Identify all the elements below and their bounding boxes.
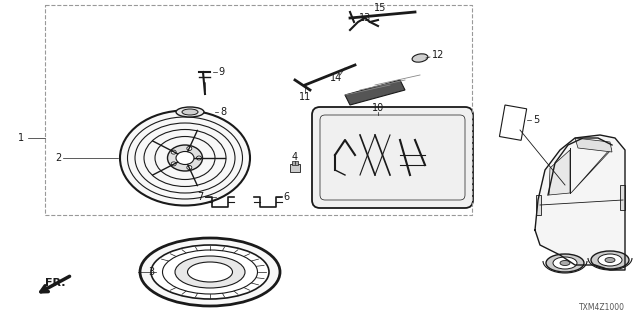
Ellipse shape: [171, 150, 176, 154]
Text: 3: 3: [148, 267, 154, 277]
FancyBboxPatch shape: [312, 107, 473, 208]
Ellipse shape: [196, 156, 202, 160]
Ellipse shape: [560, 260, 570, 266]
Text: 6: 6: [283, 192, 289, 202]
Ellipse shape: [168, 145, 202, 171]
Ellipse shape: [187, 165, 192, 170]
Text: 7: 7: [197, 192, 204, 202]
Text: 2: 2: [55, 153, 61, 163]
Text: FR.: FR.: [45, 278, 65, 288]
Text: 4: 4: [292, 152, 298, 162]
Polygon shape: [571, 148, 611, 193]
Text: 10: 10: [372, 103, 384, 113]
Ellipse shape: [412, 54, 428, 62]
Polygon shape: [549, 150, 570, 195]
Bar: [620, 185, 625, 210]
Bar: [292, 161, 298, 165]
Text: TXM4Z1000: TXM4Z1000: [579, 303, 625, 312]
Text: 1: 1: [18, 133, 24, 143]
Ellipse shape: [120, 110, 250, 205]
Ellipse shape: [591, 251, 629, 269]
Text: 12: 12: [432, 50, 444, 60]
Bar: [536, 195, 541, 215]
Ellipse shape: [176, 151, 194, 164]
Ellipse shape: [188, 262, 232, 282]
Text: 9: 9: [218, 67, 224, 77]
Ellipse shape: [163, 250, 257, 294]
Polygon shape: [345, 80, 405, 105]
Text: 11: 11: [299, 92, 311, 102]
Text: 8: 8: [220, 107, 226, 117]
Text: 15: 15: [374, 3, 386, 13]
Text: 14: 14: [330, 73, 342, 83]
Ellipse shape: [176, 107, 204, 117]
Text: 13: 13: [359, 13, 371, 23]
Ellipse shape: [598, 254, 622, 266]
Bar: [290, 164, 300, 172]
Ellipse shape: [171, 162, 176, 166]
Polygon shape: [575, 138, 612, 152]
Ellipse shape: [182, 109, 198, 115]
Ellipse shape: [553, 257, 577, 269]
Text: 5: 5: [533, 115, 540, 125]
Ellipse shape: [175, 256, 245, 288]
Ellipse shape: [140, 238, 280, 306]
Polygon shape: [535, 135, 625, 270]
Ellipse shape: [546, 254, 584, 272]
Bar: [499, 105, 527, 140]
Ellipse shape: [187, 147, 192, 150]
Ellipse shape: [151, 245, 269, 299]
Ellipse shape: [605, 258, 615, 262]
